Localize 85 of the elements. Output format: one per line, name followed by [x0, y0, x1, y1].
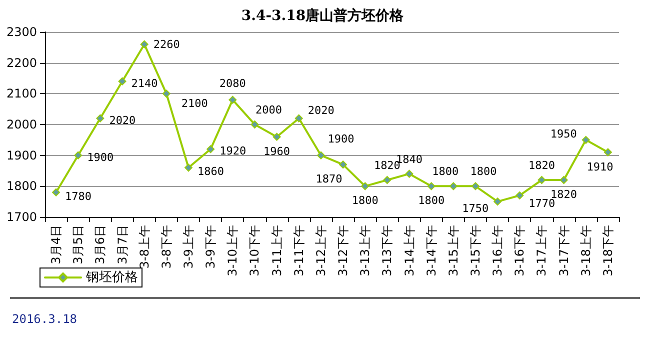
data-label: 2260	[153, 38, 180, 51]
point	[74, 151, 82, 160]
x-tick-label: 3-18上午	[578, 225, 593, 276]
data-label: 1800	[432, 165, 459, 178]
y-tick-label: 1900	[6, 148, 37, 162]
data-label: 2100	[181, 97, 208, 110]
point	[361, 182, 370, 190]
data-label: 2140	[131, 76, 158, 90]
data-label: 1860	[198, 165, 224, 178]
point	[582, 136, 590, 144]
x-tick-label: 3月5日	[71, 225, 86, 264]
x-tick-label: 3-16下午	[512, 225, 527, 276]
legend-label: 钢坯价格	[85, 270, 138, 285]
data-label: 1820	[528, 159, 555, 172]
point	[294, 114, 303, 122]
point	[449, 182, 458, 190]
point	[52, 188, 60, 196]
x-tick-label: 3-17下午	[556, 225, 571, 276]
data-label: 1800	[470, 165, 497, 178]
point	[140, 40, 148, 48]
x-tick-label: 3月7日	[115, 225, 130, 264]
data-label: 1770	[528, 196, 556, 210]
point	[494, 198, 502, 206]
x-tick-label: 3-15上午	[446, 225, 460, 276]
data-label: 1960	[264, 144, 290, 158]
x-tick-label: 3-9上午	[182, 225, 196, 269]
x-tick-label: 3-12上午	[314, 225, 328, 276]
point	[339, 160, 348, 169]
y-tick-label: 1800	[6, 179, 37, 194]
point	[538, 176, 546, 184]
x-tick-label: 3月4日	[49, 225, 64, 264]
data-label: 2080	[219, 76, 246, 90]
point	[206, 145, 215, 154]
data-label: 2020	[308, 104, 334, 117]
x-tick-label: 3-9下午	[204, 225, 218, 269]
point	[472, 182, 480, 190]
x-tick-label: 3-11下午	[292, 225, 306, 276]
point	[560, 176, 568, 184]
x-tick-label: 3-8上午	[137, 225, 152, 269]
x-tick-label: 3-18下午	[600, 225, 615, 276]
data-label: 1750	[462, 202, 489, 216]
x-tick-label: 3-16上午	[490, 225, 505, 276]
y-tick-label: 2200	[6, 56, 37, 70]
data-label: 1900	[328, 132, 354, 146]
point	[516, 191, 524, 200]
data-label: 1870	[316, 172, 342, 186]
x-tick-label: 3-15下午	[468, 225, 482, 276]
point	[96, 114, 104, 122]
y-tick-label: 2300	[6, 25, 37, 39]
x-tick-label: 3-12下午	[336, 225, 350, 276]
point	[272, 132, 281, 141]
x-tick-label: 3月6日	[93, 225, 108, 264]
x-tick-label: 3-13下午	[380, 225, 394, 276]
x-tick-label: 3-11上午	[270, 225, 284, 276]
x-tick-label: 3-8下午	[159, 225, 174, 269]
y-tick-label: 2000	[6, 118, 37, 132]
x-tick-label: 3-13上午	[358, 225, 372, 276]
x-tick-label: 3-10下午	[248, 225, 262, 276]
point	[250, 120, 259, 128]
chart-title: 3.4-3.18唐山普方坯价格	[241, 7, 405, 24]
data-label: 1800	[352, 194, 378, 208]
data-label: 1780	[65, 190, 92, 203]
y-tick-label: 2100	[6, 86, 37, 101]
data-label: 2000	[255, 104, 282, 116]
point	[383, 176, 392, 184]
point	[228, 96, 237, 104]
point	[162, 90, 170, 98]
text: 2016.3.18	[12, 312, 78, 326]
data-label: 1950	[550, 127, 577, 140]
point	[118, 77, 126, 86]
data-label: 1800	[418, 194, 445, 208]
data-label: 1910	[586, 160, 614, 174]
x-tick-label: 3-10上午	[226, 225, 240, 276]
point	[427, 182, 436, 190]
x-tick-label: 3-14下午	[424, 225, 438, 276]
data-label: 1900	[87, 150, 114, 164]
point	[184, 164, 192, 172]
x-tick-label: 3-17上午	[534, 225, 549, 276]
x-tick-label: 3-14上午	[402, 225, 416, 276]
point	[405, 170, 414, 178]
y-tick-label: 1700	[6, 210, 37, 224]
point	[316, 151, 325, 160]
data-label: 1920	[220, 144, 246, 158]
data-label: 2020	[109, 114, 136, 127]
point	[604, 148, 612, 156]
